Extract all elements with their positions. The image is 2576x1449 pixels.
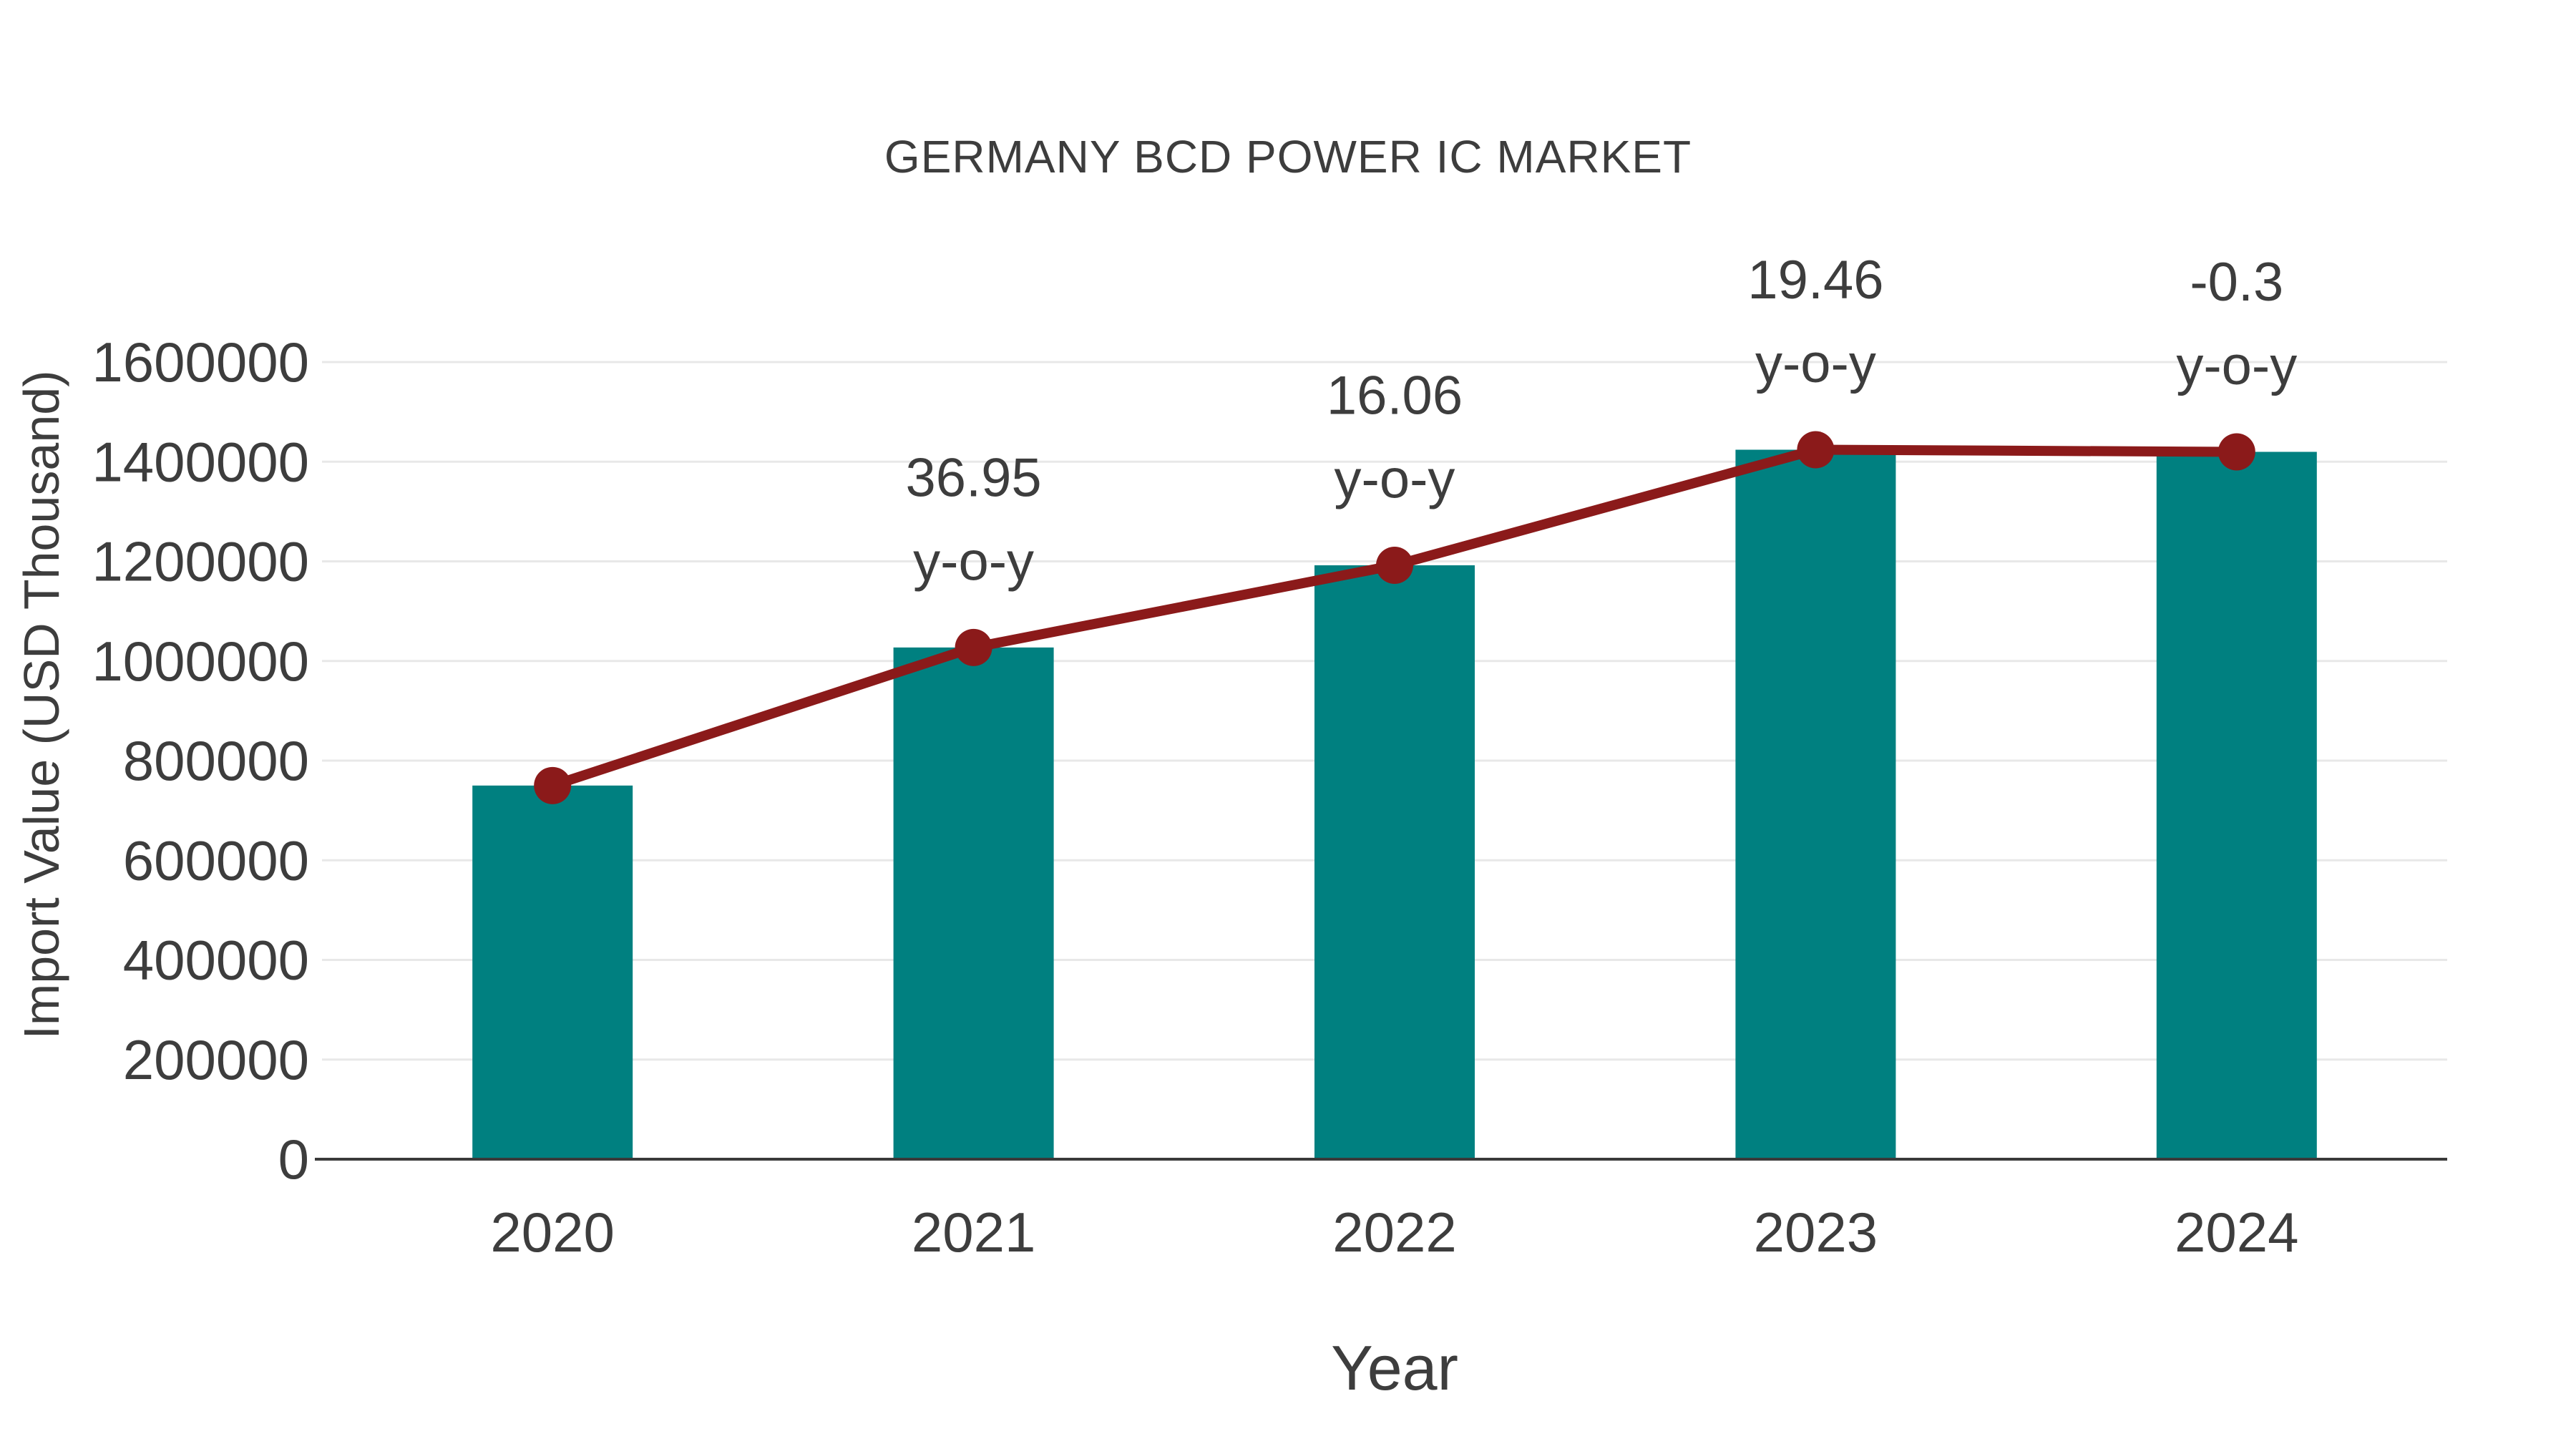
annotation-sublabel-2024: y-o-y: [2176, 336, 2297, 396]
bar-2024: [2156, 452, 2317, 1159]
annotation-sublabel-2023: y-o-y: [1755, 333, 1876, 394]
bar-2022: [1314, 565, 1475, 1159]
y-tick-label-1400000: 1400000: [92, 430, 309, 493]
annotation-value-2024: -0.3: [2190, 252, 2283, 313]
annotation-value-2023: 19.46: [1747, 250, 1883, 311]
trend-point-2020: [534, 766, 572, 804]
y-tick-label-400000: 400000: [123, 929, 309, 992]
y-tick-label-600000: 600000: [123, 829, 309, 892]
trend-point-2024: [2218, 433, 2255, 471]
x-axis-title: Year: [1331, 1332, 1458, 1403]
x-tick-label-2023: 2023: [1754, 1201, 1878, 1264]
annotation-sublabel-2022: y-o-y: [1335, 449, 1455, 510]
annotation-value-2022: 16.06: [1327, 366, 1463, 426]
y-tick-label-0: 0: [278, 1128, 309, 1191]
x-tick-label-2020: 2020: [490, 1201, 615, 1264]
y-tick-label-1200000: 1200000: [92, 530, 309, 593]
y-tick-label-200000: 200000: [123, 1028, 309, 1091]
bar-2021: [893, 647, 1054, 1159]
annotation-value-2021: 36.95: [906, 447, 1042, 508]
chart-title: GERMANY BCD POWER IC MARKET: [884, 131, 1692, 182]
trend-point-2023: [1797, 431, 1835, 469]
bar-2020: [472, 785, 633, 1159]
trend-point-2021: [955, 628, 992, 666]
trend-point-2022: [1376, 547, 1413, 585]
x-tick-label-2024: 2024: [2175, 1201, 2299, 1264]
x-tick-label-2021: 2021: [912, 1201, 1036, 1264]
y-tick-label-800000: 800000: [123, 729, 309, 792]
y-tick-label-1600000: 1600000: [92, 331, 309, 394]
x-tick-label-2022: 2022: [1332, 1201, 1457, 1264]
y-tick-label-1000000: 1000000: [92, 630, 309, 693]
bar-2023: [1735, 449, 1896, 1159]
annotation-sublabel-2021: y-o-y: [913, 531, 1034, 592]
